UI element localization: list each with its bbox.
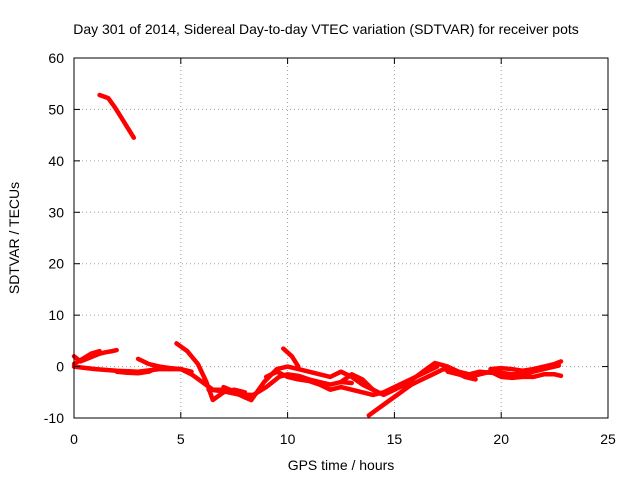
series-line-late-c [445, 369, 564, 381]
series-line-mid-g [281, 346, 301, 369]
x-tick-label: 20 [493, 431, 509, 447]
y-axis-label: SDTVAR / TECUs [6, 182, 22, 294]
x-axis-label: GPS time / hours [288, 457, 395, 473]
plot-border [73, 57, 609, 419]
y-tick-label: 20 [48, 256, 64, 272]
chart-title: Day 301 of 2014, Sidereal Day-to-day VTE… [73, 21, 579, 37]
x-tick-label: 25 [600, 431, 616, 447]
y-tick-label: 10 [48, 307, 64, 323]
series-line-late-d [488, 359, 564, 373]
series-line-high-arc [97, 92, 137, 140]
x-tick-label: 15 [387, 431, 403, 447]
y-tick-label: -10 [44, 410, 64, 426]
x-tick-label: 10 [280, 431, 296, 447]
tick-layer: 0 5 10 15 20 25 -10 0 10 20 30 40 50 60 [44, 50, 616, 447]
y-tick-label: 30 [48, 204, 64, 220]
y-tick-label: 0 [56, 359, 64, 375]
y-tick-label: 60 [48, 50, 64, 66]
x-tick-label: 5 [177, 431, 185, 447]
series-line-late-a [338, 360, 562, 398]
y-tick-label: 40 [48, 153, 64, 169]
series-line-mid-b [135, 356, 173, 372]
series-line-early-b [71, 348, 102, 367]
y-tick-label: 50 [48, 101, 64, 117]
series-layer [71, 92, 564, 418]
x-tick-label: 0 [70, 431, 78, 447]
